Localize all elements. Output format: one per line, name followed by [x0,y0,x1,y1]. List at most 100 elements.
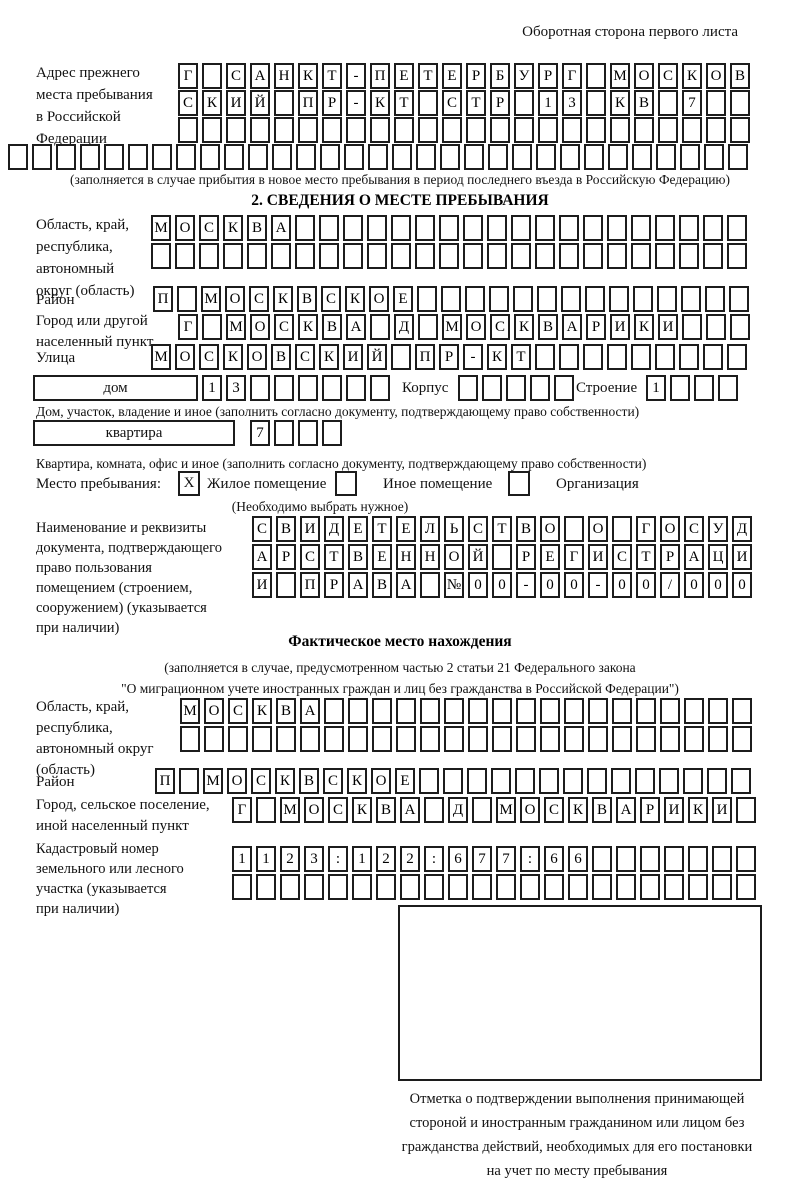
char-cell[interactable]: / [660,572,680,598]
char-cell[interactable]: О [371,768,391,794]
char-cell[interactable] [564,726,584,752]
char-cell[interactable] [612,726,632,752]
char-cell[interactable] [248,144,268,170]
char-cell[interactable]: С [228,698,248,724]
char-cell[interactable] [492,698,512,724]
char-cell[interactable] [660,698,680,724]
char-cell[interactable]: В [322,314,342,340]
char-cell[interactable] [324,726,344,752]
char-cell[interactable]: С [295,344,315,370]
apartment-row[interactable]: 7 [250,420,342,446]
char-cell[interactable] [128,144,148,170]
char-cell[interactable] [418,314,438,340]
char-cell[interactable]: Г [636,516,656,542]
char-cell[interactable] [151,243,171,269]
char-cell[interactable] [463,215,483,241]
char-cell[interactable] [588,698,608,724]
char-cell[interactable]: О [175,215,195,241]
char-cell[interactable] [554,375,574,401]
char-cell[interactable]: А [346,314,366,340]
char-cell[interactable] [488,144,508,170]
char-cell[interactable] [656,144,676,170]
char-cell[interactable] [536,144,556,170]
char-cell[interactable]: Г [564,544,584,570]
char-cell[interactable]: О [227,768,247,794]
char-cell[interactable]: 1 [232,846,252,872]
char-cell[interactable] [562,117,582,143]
char-cell[interactable] [250,117,270,143]
char-cell[interactable]: С [251,768,271,794]
char-cell[interactable]: С [199,344,219,370]
char-cell[interactable]: : [520,846,540,872]
char-cell[interactable] [468,726,488,752]
char-cell[interactable] [688,874,708,900]
char-cell[interactable] [544,874,564,900]
char-cell[interactable] [586,90,606,116]
char-cell[interactable] [271,243,291,269]
char-cell[interactable] [177,286,197,312]
char-cell[interactable]: С [684,516,704,542]
char-cell[interactable] [736,846,756,872]
char-cell[interactable]: Н [420,544,440,570]
char-cell[interactable] [324,698,344,724]
prev-address-row-4[interactable] [8,144,748,170]
char-cell[interactable] [304,874,324,900]
char-cell[interactable]: К [319,344,339,370]
char-cell[interactable]: С [323,768,343,794]
char-cell[interactable] [276,572,296,598]
char-cell[interactable] [439,243,459,269]
char-cell[interactable]: С [300,544,320,570]
char-cell[interactable]: О [204,698,224,724]
char-cell[interactable] [635,768,655,794]
char-cell[interactable] [670,375,690,401]
char-cell[interactable]: - [588,572,608,598]
char-cell[interactable]: К [298,63,318,89]
char-cell[interactable]: Д [732,516,752,542]
char-cell[interactable] [583,344,603,370]
char-cell[interactable] [706,117,726,143]
char-cell[interactable]: 7 [250,420,270,446]
char-cell[interactable]: Р [466,63,486,89]
char-cell[interactable] [466,117,486,143]
char-cell[interactable] [464,144,484,170]
char-cell[interactable] [490,117,510,143]
char-cell[interactable] [559,243,579,269]
char-cell[interactable] [682,314,702,340]
char-cell[interactable]: М [151,215,171,241]
char-cell[interactable] [538,117,558,143]
char-cell[interactable] [472,874,492,900]
char-cell[interactable]: 1 [256,846,276,872]
char-cell[interactable] [728,144,748,170]
char-cell[interactable]: А [616,797,636,823]
char-cell[interactable]: Р [640,797,660,823]
char-cell[interactable]: В [276,516,296,542]
char-cell[interactable] [463,243,483,269]
char-cell[interactable] [228,726,248,752]
char-cell[interactable]: А [562,314,582,340]
char-cell[interactable] [322,117,342,143]
char-cell[interactable] [419,768,439,794]
char-cell[interactable] [584,144,604,170]
char-cell[interactable]: К [223,344,243,370]
char-cell[interactable]: Е [372,544,392,570]
char-cell[interactable] [727,243,747,269]
char-cell[interactable]: И [664,797,684,823]
char-cell[interactable]: Т [372,516,392,542]
char-cell[interactable] [344,144,364,170]
char-cell[interactable]: 1 [202,375,222,401]
char-cell[interactable] [343,215,363,241]
char-cell[interactable] [448,874,468,900]
char-cell[interactable]: Т [394,90,414,116]
char-cell[interactable] [704,144,724,170]
char-cell[interactable] [712,874,732,900]
char-cell[interactable] [588,726,608,752]
char-cell[interactable]: С [321,286,341,312]
char-cell[interactable]: 3 [226,375,246,401]
char-cell[interactable]: Т [322,63,342,89]
char-cell[interactable]: Е [394,63,414,89]
char-cell[interactable] [539,768,559,794]
